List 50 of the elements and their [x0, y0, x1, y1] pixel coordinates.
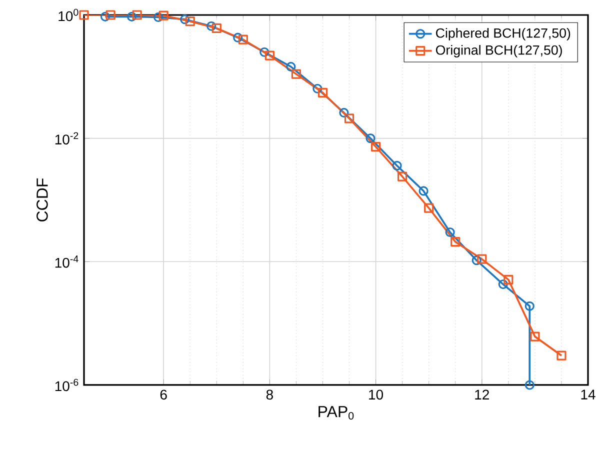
point — [238, 34, 248, 44]
point — [445, 227, 455, 238]
point — [370, 142, 381, 152]
y-tick-label: 10$^{-4}$ — [55, 256, 78, 268]
legend-label: Ciphered BCH(127,50) — [436, 28, 570, 40]
point — [339, 108, 349, 118]
point — [260, 47, 270, 57]
point — [233, 32, 243, 42]
x-tick-label: 6 — [160, 390, 167, 400]
point — [153, 12, 164, 22]
point — [286, 62, 296, 72]
point — [472, 256, 482, 266]
point — [477, 254, 487, 264]
x-tick-label: 12 — [475, 390, 489, 400]
point — [180, 14, 190, 24]
point — [524, 380, 534, 390]
point — [206, 21, 216, 31]
point — [418, 186, 428, 196]
x-tick-label: 10 — [369, 390, 384, 400]
point — [392, 160, 402, 170]
point — [366, 134, 376, 144]
point — [450, 236, 460, 247]
x-tick-label: 14 — [581, 390, 596, 400]
x-tick-label: 8 — [266, 390, 273, 400]
point — [556, 350, 566, 360]
y-axis-title: CCDF — [36, 178, 48, 222]
point — [158, 10, 168, 20]
y-tick-label: 10$^{-2}$ — [55, 132, 78, 144]
point — [212, 23, 222, 34]
point — [185, 16, 195, 26]
point — [291, 69, 302, 79]
point — [530, 332, 540, 342]
point — [312, 84, 322, 94]
point — [504, 274, 514, 284]
point — [264, 50, 274, 60]
point — [498, 279, 508, 290]
point — [132, 10, 142, 20]
y-tick-label: 10$^{-6}$ — [55, 378, 78, 392]
x-axis-title: PAP$_{0}$ — [318, 406, 354, 420]
point — [398, 172, 408, 182]
y-tick-label: 10$^{0}$ — [58, 8, 78, 22]
legend-label: Original BCH(127,50) — [436, 44, 562, 58]
point — [79, 10, 89, 20]
point — [344, 114, 354, 124]
point — [318, 88, 328, 98]
point — [524, 301, 534, 311]
point — [126, 12, 137, 22]
point — [424, 203, 434, 213]
point — [106, 10, 116, 20]
point — [100, 12, 110, 22]
